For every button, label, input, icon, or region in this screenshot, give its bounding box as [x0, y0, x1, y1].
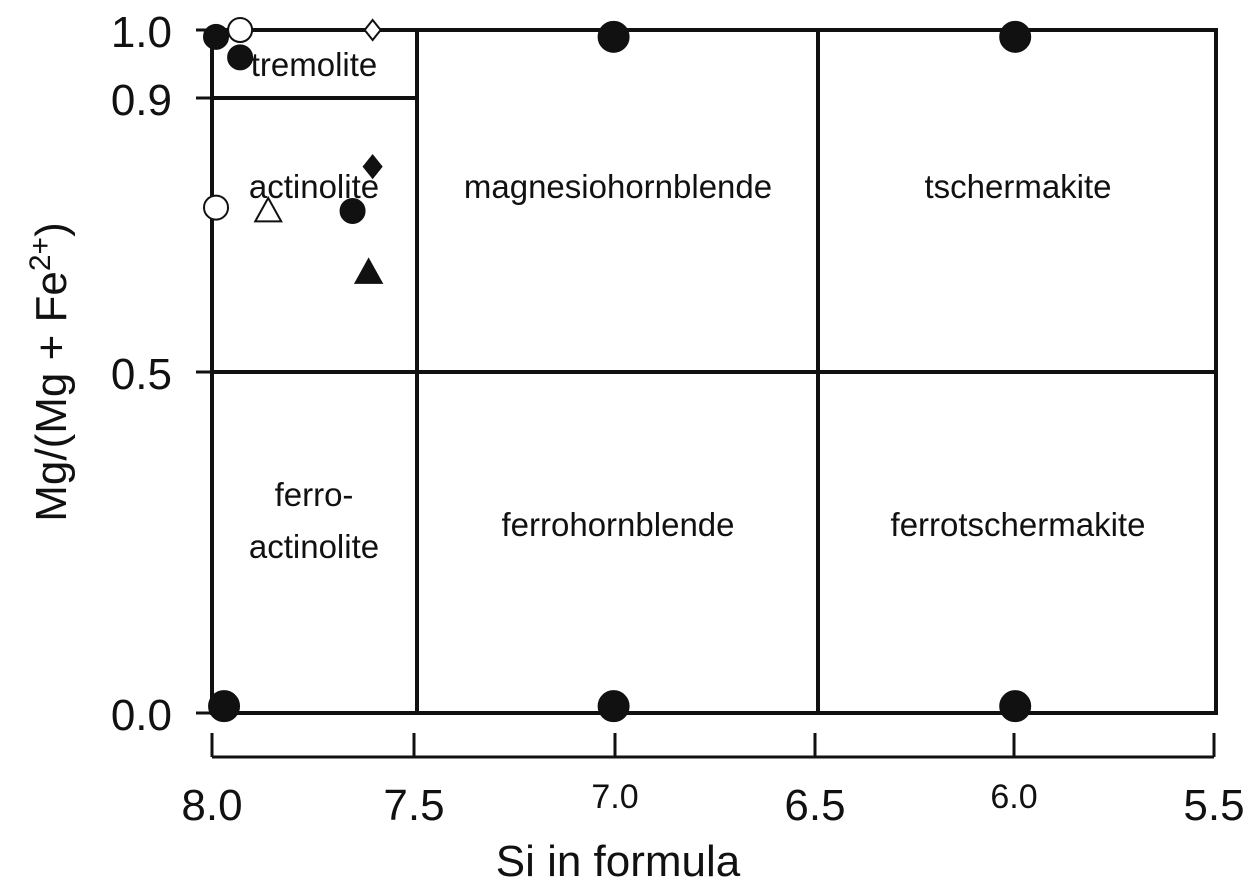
field-label-ferrotschermakite: ferrotschermakite: [891, 506, 1146, 543]
data-point-circle-filled-2: [203, 23, 230, 50]
field-label-ferrohornblende: ferrohornblende: [502, 506, 735, 543]
data-point-circle-filled-5: [999, 20, 1032, 53]
x-tick-label: 8.0: [181, 781, 242, 830]
data-point-diamond-open-1: [363, 18, 382, 42]
y-tick-label: 0.9: [111, 76, 172, 125]
field-label-magnesiohornblende: magnesiohornblende: [464, 168, 772, 205]
x-tick-label: 7.5: [383, 781, 444, 830]
y-tick-label: 0.5: [111, 350, 172, 399]
data-point-circle-filled-12: [597, 690, 630, 723]
y-axis: 1.0 0.9 0.5 0.0: [111, 8, 212, 740]
y-tick-label: 0.0: [111, 691, 172, 740]
data-point-circle-filled-3: [227, 44, 254, 71]
field-label-tremolite: tremolite: [251, 46, 378, 83]
data-point-circle-filled-4: [597, 20, 630, 53]
y-axis-title-end: ): [27, 222, 76, 237]
x-axis: 8.0 7.5 7.0 6.5 6.0 5.5: [181, 733, 1245, 830]
x-axis-title: Si in formula: [496, 837, 741, 886]
field-label-tschermakite: tschermakite: [924, 168, 1111, 205]
data-point-diamond-filled-6: [362, 153, 383, 180]
field-label-actinolite: actinolite: [249, 168, 379, 205]
data-point-circle-filled-13: [999, 690, 1032, 723]
x-tick-label: 6.0: [990, 778, 1037, 816]
data-point-circle-open-7: [203, 194, 230, 221]
x-tick-label: 7.0: [591, 778, 638, 816]
data-point-circle-filled-9: [339, 197, 366, 224]
y-axis-title: Mg/(Mg + Fe2+): [24, 222, 76, 522]
data-point-triangle-filled-10: [353, 257, 384, 284]
data-point-circle-filled-11: [208, 690, 241, 723]
data-points: [203, 17, 1032, 723]
field-label-ferro-actinolite-line1: ferro-: [275, 476, 354, 513]
data-point-circle-open-0: [227, 17, 254, 43]
data-point-triangle-open-8: [253, 195, 283, 223]
y-axis-title-superscript: 2+: [24, 237, 57, 271]
y-axis-title-base: Mg/(Mg + Fe: [27, 271, 76, 522]
field-label-ferro-actinolite-line2: actinolite: [249, 528, 379, 565]
x-tick-label: 6.5: [784, 781, 845, 830]
y-tick-label: 1.0: [111, 8, 172, 57]
x-tick-label: 5.5: [1183, 781, 1244, 830]
